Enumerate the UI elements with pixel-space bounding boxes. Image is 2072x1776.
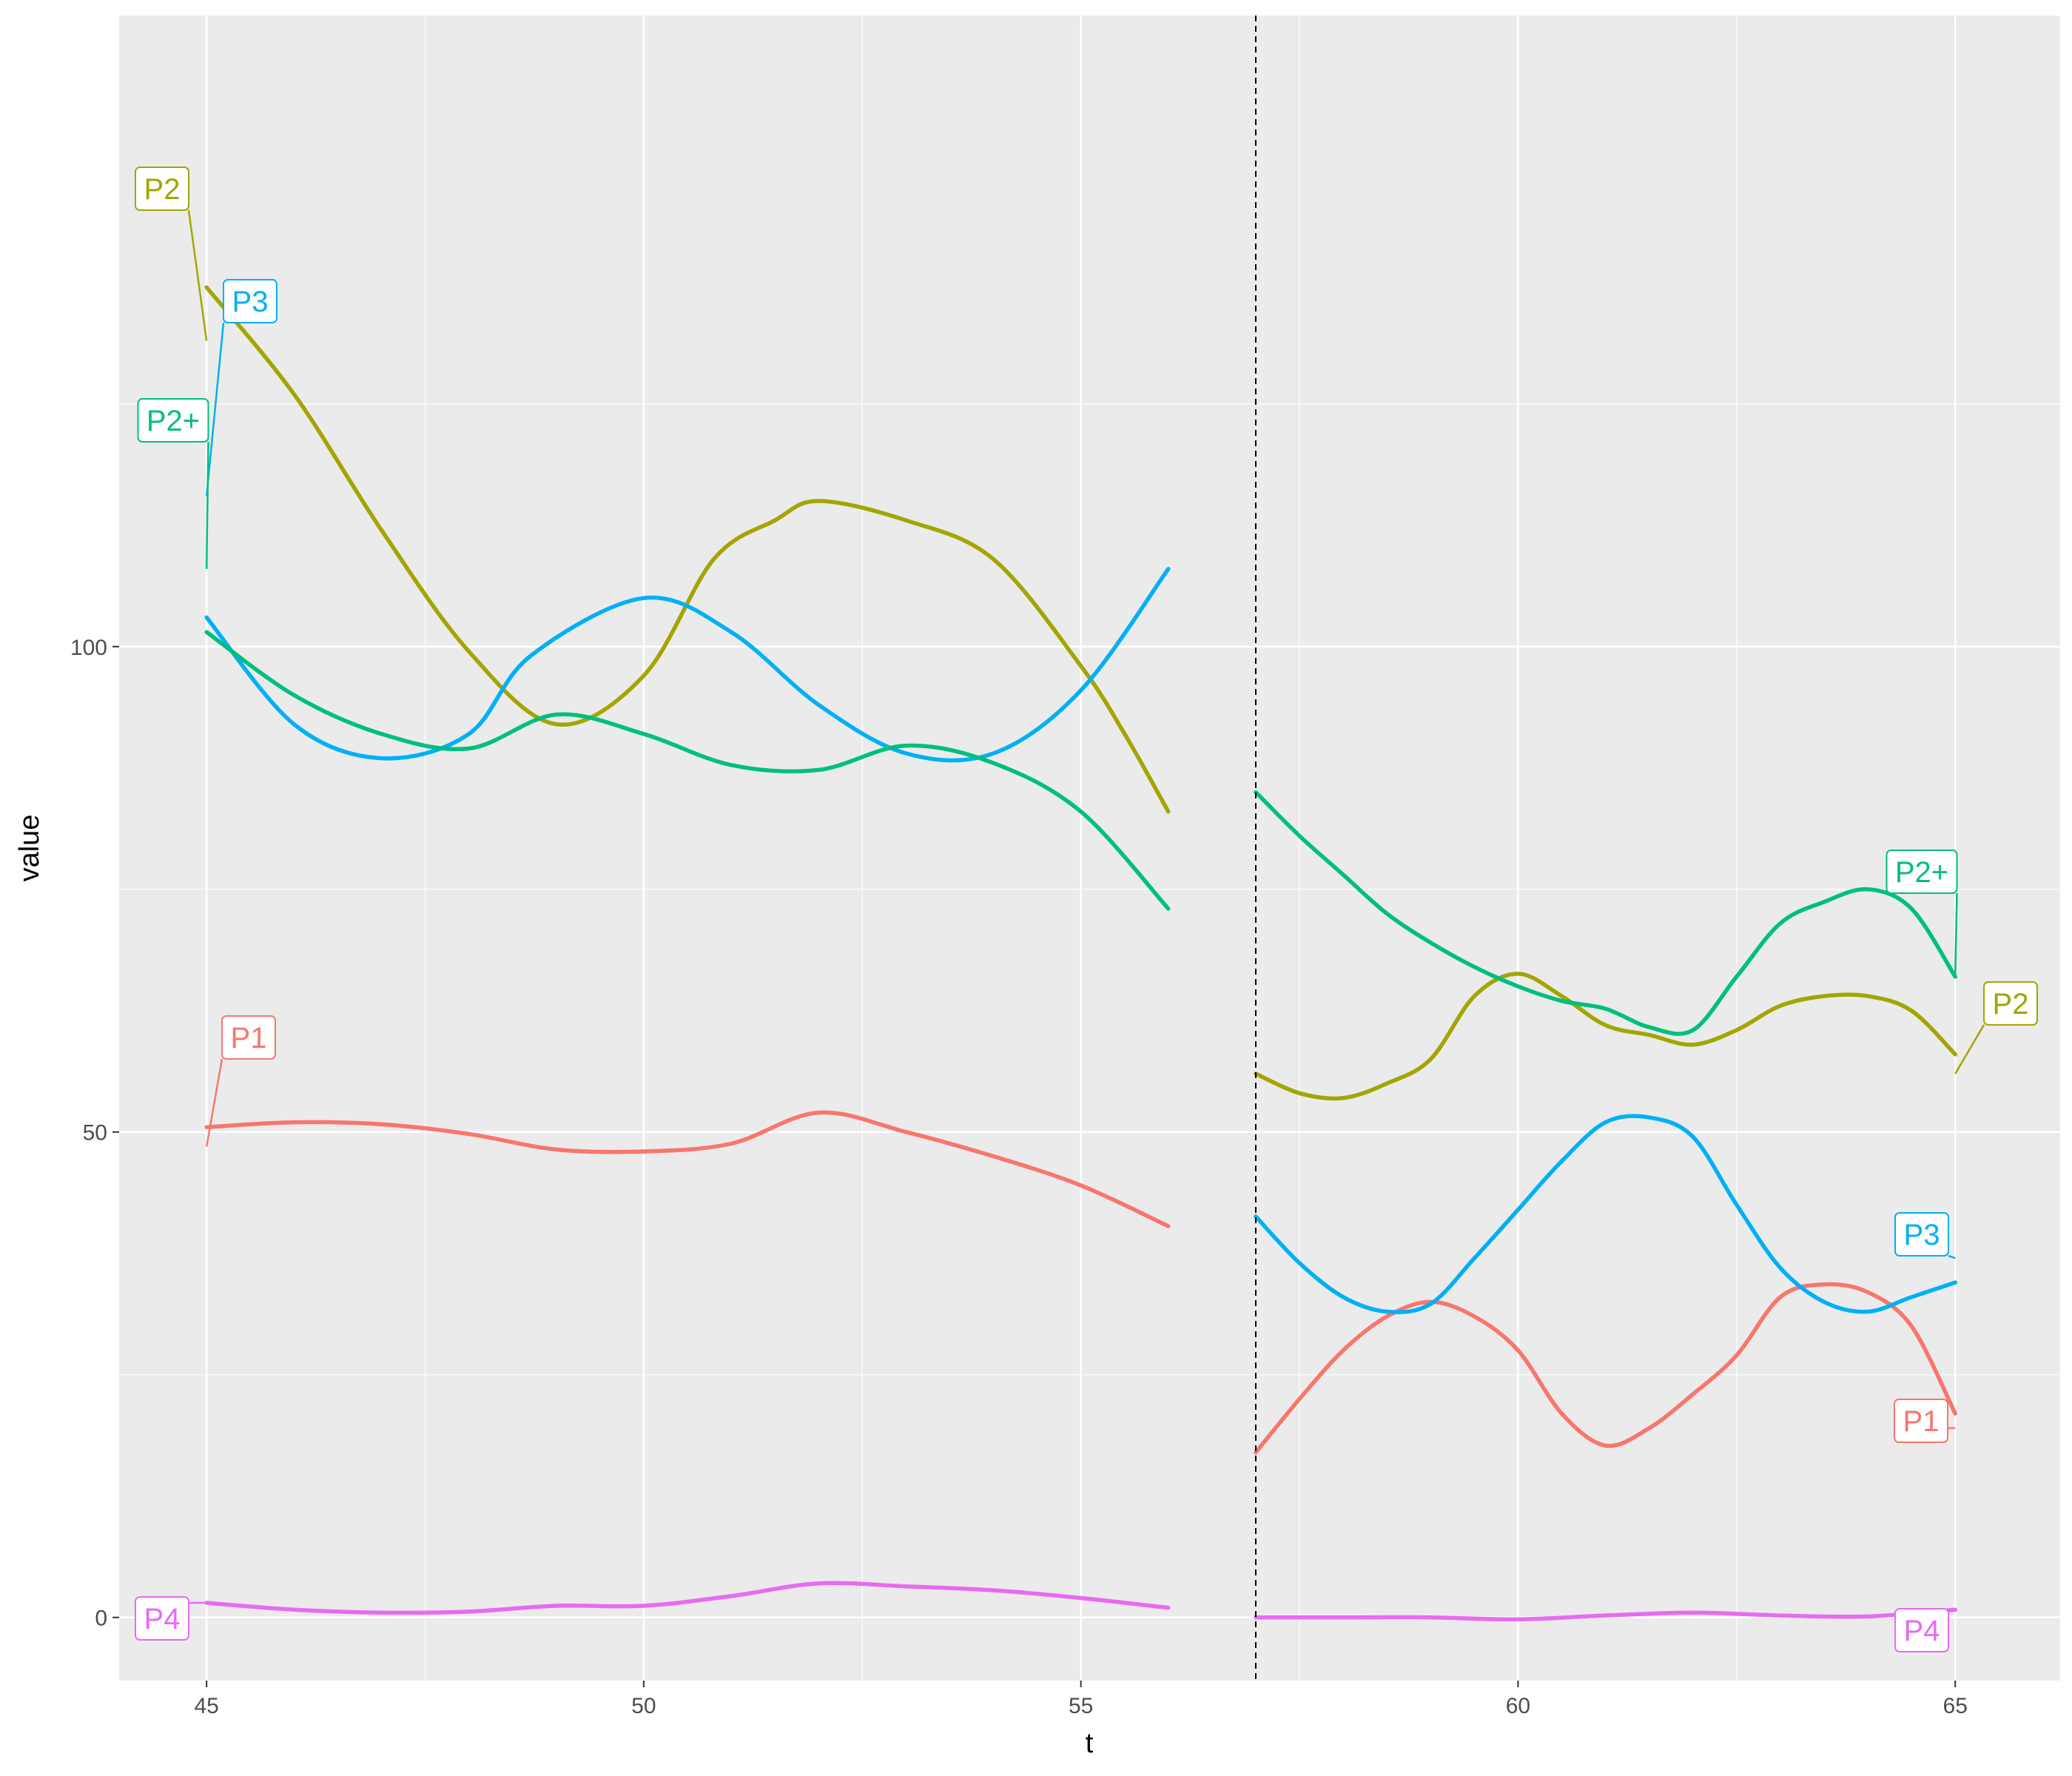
series-line-p3-2 <box>1254 1114 1957 1314</box>
label-text: P2+ <box>1895 856 1948 889</box>
label-connector <box>1948 1254 1956 1259</box>
label-text: P1 <box>231 1022 267 1054</box>
x-tick-label: 65 <box>1943 1694 1968 1718</box>
series-label-p1: P1 <box>205 1015 276 1147</box>
series-line-p1-2 <box>1254 1282 1957 1455</box>
series-line-p2-2 <box>1254 972 1957 1101</box>
label-text: P2 <box>1993 988 2029 1020</box>
series-line-p4-2 <box>1254 1607 1957 1622</box>
label-box <box>137 398 209 443</box>
label-box <box>1894 1212 1949 1257</box>
series-line-p2plus-2 <box>1254 790 1957 1036</box>
x-tick-label: 50 <box>631 1694 656 1718</box>
x-axis-title: t <box>1086 1728 1094 1759</box>
label-box <box>135 166 189 211</box>
series-label-p2plus: P2+ <box>137 398 209 569</box>
x-tick-label: 60 <box>1506 1694 1530 1718</box>
label-connector <box>205 322 225 497</box>
series-label-p3: P3 <box>1894 1212 1956 1259</box>
x-tick-label: 45 <box>194 1694 218 1718</box>
series-line-p2-1 <box>204 285 1171 814</box>
label-connector <box>205 441 209 569</box>
label-box <box>1894 1399 1948 1443</box>
series-line-p3-1 <box>204 567 1171 763</box>
label-text: P4 <box>144 1603 181 1635</box>
label-box <box>135 1596 189 1641</box>
label-text: P1 <box>1903 1405 1940 1438</box>
label-connector <box>187 209 208 341</box>
plot-panel <box>119 16 2060 1681</box>
label-text: P2+ <box>147 405 200 437</box>
series-label-p3: P3 <box>205 279 278 497</box>
label-connector <box>1954 892 1958 977</box>
x-tick-label: 55 <box>1069 1694 1093 1718</box>
series-label-p1: P1 <box>1894 1399 1956 1443</box>
label-box <box>223 279 278 323</box>
y-axis: 0 50 100 <box>70 636 119 1631</box>
y-tick-label: 100 <box>70 636 107 660</box>
series-line-p1-1 <box>204 1110 1171 1228</box>
label-text: P4 <box>1904 1615 1940 1647</box>
y-axis-title: value <box>14 815 45 882</box>
series-line-p4-1 <box>204 1581 1171 1615</box>
label-text: P3 <box>232 286 269 318</box>
label-box <box>1894 1608 1949 1652</box>
series-layer <box>204 285 1957 1622</box>
x-axis: 45 50 55 60 65 <box>194 1681 1968 1718</box>
label-text: P3 <box>1904 1219 1940 1251</box>
y-tick-label: 50 <box>83 1121 107 1146</box>
series-label-p2plus: P2+ <box>1886 850 1958 977</box>
label-box <box>1983 981 2038 1026</box>
grid-minor <box>119 16 2060 1681</box>
label-box <box>1886 850 1958 894</box>
label-box <box>221 1015 276 1060</box>
label-text: P2 <box>144 173 181 206</box>
series-line-p2plus-1 <box>204 630 1171 911</box>
series-label-p4: P4 <box>1894 1608 1956 1652</box>
series-label-p2: P2 <box>135 166 208 341</box>
label-connector <box>205 1058 223 1147</box>
y-tick-label: 0 <box>95 1607 107 1631</box>
series-label-p4: P4 <box>135 1596 207 1641</box>
series-label-p2: P2 <box>1954 981 2038 1074</box>
label-connector <box>1954 1024 1985 1074</box>
series-labels: P1 P1 P2 P2 P3 P3 P2+ P2+ P4 P4 <box>135 166 2038 1652</box>
